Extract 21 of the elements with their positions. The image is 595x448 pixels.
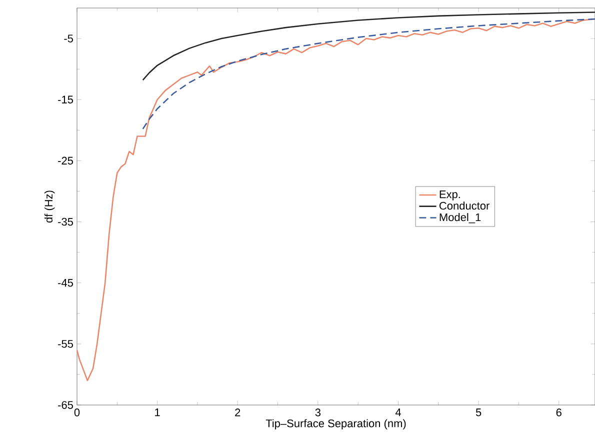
line-series [142,12,595,81]
x-tick-label: 3 [315,408,321,416]
y-tick-label: -45 [58,279,73,287]
y-tick-label: -35 [58,218,73,226]
x-tick-label: 4 [395,408,401,416]
y-tick-label: -25 [58,156,73,165]
x-tick-label: 5 [476,408,482,416]
x-tick-label: 0 [74,408,80,416]
x-tick-label: 2 [235,408,240,416]
x-tick-label: 6 [556,408,562,416]
x-tick-label: 1 [155,408,160,416]
y-tick-label: -55 [58,340,73,348]
legend-label: Conductor [440,202,490,210]
y-tick-label: -65 [58,401,73,409]
line-series [142,18,595,130]
y-tick-label: -5 [64,34,73,42]
y-axis-title: df (Hz) [44,190,55,223]
y-tick-label: -15 [58,96,73,104]
x-axis-title: Tip–Surface Separation (nm) [266,419,406,430]
legend-label: Model_1 [440,213,481,224]
legend-label: Exp. [440,190,460,200]
